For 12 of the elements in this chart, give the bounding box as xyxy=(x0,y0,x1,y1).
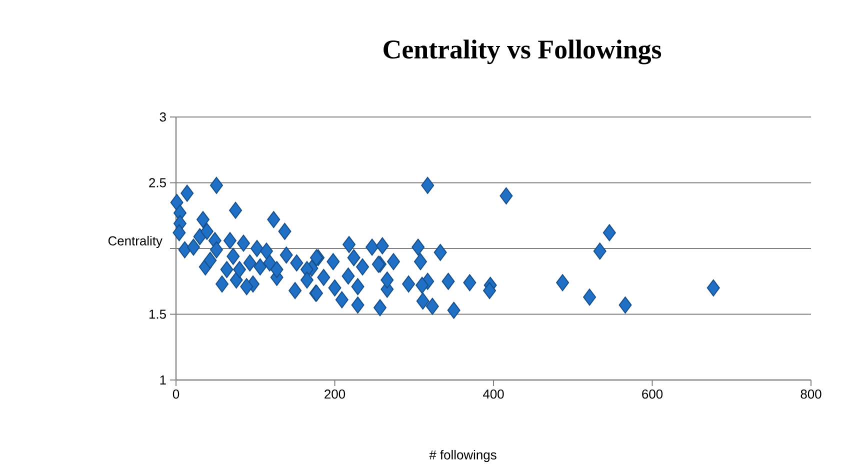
y-tick-label: 1 xyxy=(160,376,166,384)
y-tick-label: 2.5 xyxy=(149,178,166,188)
x-tick-label: 400 xyxy=(483,390,504,399)
x-tick-label: 600 xyxy=(642,390,663,399)
y-axis-title: Centrality xyxy=(108,236,162,248)
x-tick-label: 800 xyxy=(800,390,822,399)
x-tick-label: 200 xyxy=(324,390,346,399)
y-tick-label: 3 xyxy=(160,112,166,122)
chart-title: Centrality vs Followings xyxy=(384,40,662,64)
x-axis-title: # followings xyxy=(429,450,496,462)
x-tick-label: 0 xyxy=(172,390,180,399)
y-tick-label: 1.5 xyxy=(149,310,166,319)
